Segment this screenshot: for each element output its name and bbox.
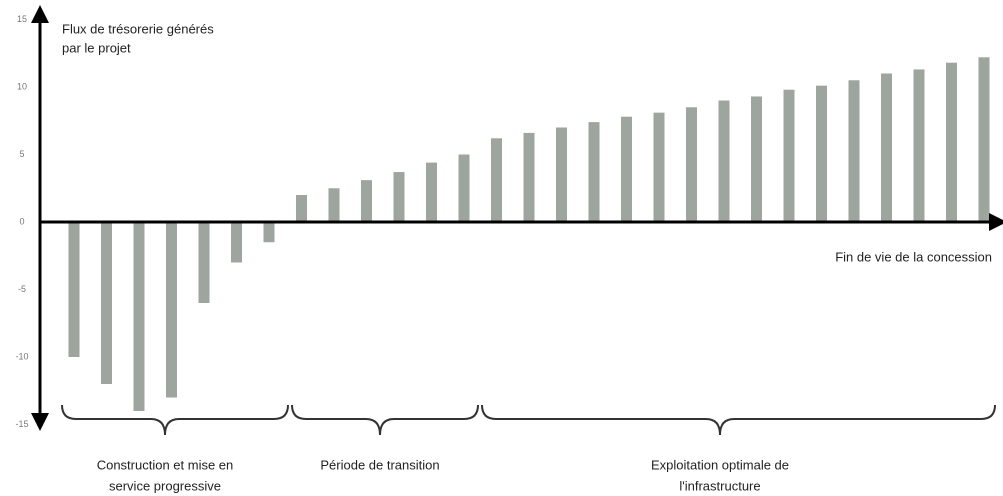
y-tick-label: 10	[17, 81, 27, 91]
brace	[61, 404, 289, 436]
bar	[556, 127, 567, 222]
bar	[816, 85, 827, 223]
bar	[198, 222, 210, 303]
bar	[653, 112, 665, 222]
y-tick-label: -15	[15, 419, 28, 429]
bar	[751, 96, 762, 222]
bar	[101, 222, 112, 384]
bar	[783, 89, 795, 222]
brace	[291, 404, 479, 436]
y-axis-label: par le projet	[62, 40, 131, 55]
bar	[263, 222, 275, 243]
bar	[848, 80, 860, 222]
x-axis-label: Fin de vie de la concession	[835, 249, 992, 264]
y-tick-label: -10	[15, 351, 28, 361]
phase-label: Construction et mise en	[97, 457, 234, 472]
bar	[361, 180, 372, 222]
phase-label: service progressive	[109, 478, 221, 493]
bar	[393, 172, 405, 222]
y-tick-label: 15	[17, 14, 27, 24]
bar	[133, 222, 145, 411]
bar	[231, 222, 242, 263]
bar	[913, 69, 925, 222]
bar	[978, 57, 990, 222]
brace	[481, 404, 996, 436]
bar	[718, 100, 730, 222]
bar	[621, 116, 632, 222]
bar	[328, 188, 340, 222]
bar	[296, 195, 307, 222]
bar	[458, 154, 470, 222]
bar	[426, 162, 437, 222]
bar	[68, 222, 80, 357]
y-tick-label: 0	[19, 216, 24, 226]
bar	[686, 107, 697, 222]
bar	[588, 122, 600, 222]
phase-label: Exploitation optimale de	[651, 457, 789, 472]
bar	[946, 62, 957, 223]
y-tick-label: -5	[18, 284, 26, 294]
bar	[166, 222, 177, 398]
phase-label: Période de transition	[320, 457, 439, 472]
bar	[523, 132, 535, 222]
bar	[881, 73, 892, 222]
y-tick-label: 5	[19, 149, 24, 159]
y-axis-label: Flux de trésorerie générés	[62, 21, 214, 36]
phase-label: l'infrastructure	[679, 478, 760, 493]
bar	[491, 138, 502, 222]
